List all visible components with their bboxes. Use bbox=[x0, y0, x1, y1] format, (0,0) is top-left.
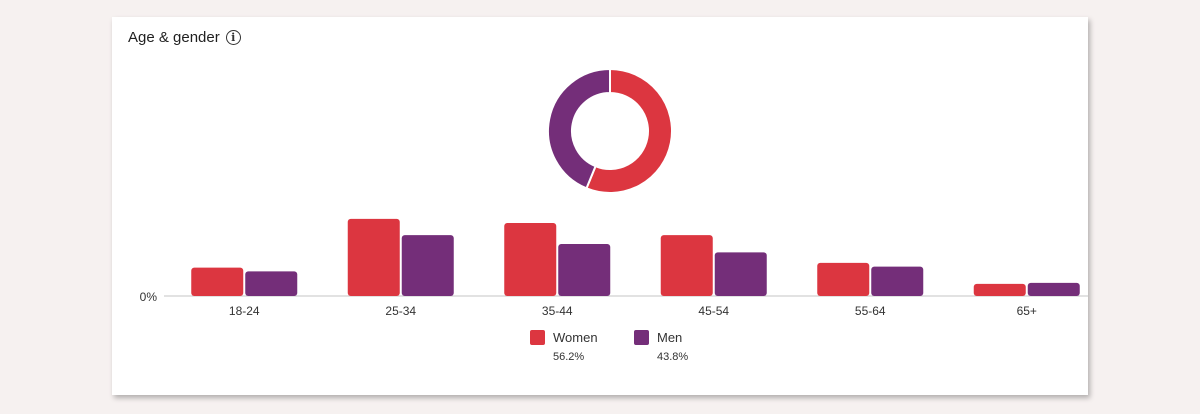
tick-label-18-24: 18-24 bbox=[229, 304, 260, 318]
legend: Women 56.2% Men 43.8% bbox=[530, 330, 688, 363]
legend-label-men: Men bbox=[657, 330, 682, 345]
legend-swatch-women[interactable] bbox=[530, 330, 545, 345]
legend-pct-men: 43.8% bbox=[657, 351, 688, 363]
tick-label-65+: 65+ bbox=[1017, 304, 1037, 318]
bar-men-55-64[interactable] bbox=[871, 266, 924, 296]
gender-donut bbox=[547, 67, 673, 194]
age-bars bbox=[191, 218, 1080, 296]
tick-label-35-44: 35-44 bbox=[542, 304, 573, 318]
legend-pct-women: 56.2% bbox=[553, 351, 584, 363]
card-header: Age & gender i bbox=[128, 29, 241, 46]
bar-women-55-64[interactable] bbox=[817, 262, 870, 296]
age-gender-card: Age & gender i 0% 18-24 25-34 35-44 45-54 55… bbox=[112, 17, 1088, 395]
bar-women-35-44[interactable] bbox=[504, 223, 557, 296]
bar-women-18-24[interactable] bbox=[191, 267, 244, 296]
info-icon[interactable]: i bbox=[225, 30, 241, 45]
donut-slice-women[interactable] bbox=[585, 67, 673, 194]
age-tick-labels: 18-24 25-34 35-44 45-54 55-64 65+ bbox=[229, 304, 1037, 318]
age-gender-chart: 0% 18-24 25-34 35-44 45-54 55-64 65+ Women 56.… bbox=[140, 67, 1088, 363]
bar-men-65+[interactable] bbox=[1027, 282, 1080, 296]
bar-women-65+[interactable] bbox=[973, 283, 1026, 296]
y-axis-zero-label: 0% bbox=[140, 290, 158, 304]
tick-label-45-54: 45-54 bbox=[698, 304, 729, 318]
bar-women-45-54[interactable] bbox=[660, 235, 713, 296]
donut-slice-men[interactable] bbox=[547, 67, 611, 190]
tick-label-55-64: 55-64 bbox=[855, 304, 886, 318]
bar-women-25-34[interactable] bbox=[347, 218, 400, 296]
card-title: Age & gender bbox=[128, 29, 220, 46]
tick-label-25-34: 25-34 bbox=[385, 304, 416, 318]
bar-men-18-24[interactable] bbox=[245, 271, 298, 296]
legend-label-women: Women bbox=[553, 330, 598, 345]
bar-men-45-54[interactable] bbox=[714, 252, 767, 296]
bar-men-35-44[interactable] bbox=[558, 244, 611, 296]
legend-swatch-men[interactable] bbox=[634, 330, 649, 345]
bar-men-25-34[interactable] bbox=[401, 235, 454, 296]
